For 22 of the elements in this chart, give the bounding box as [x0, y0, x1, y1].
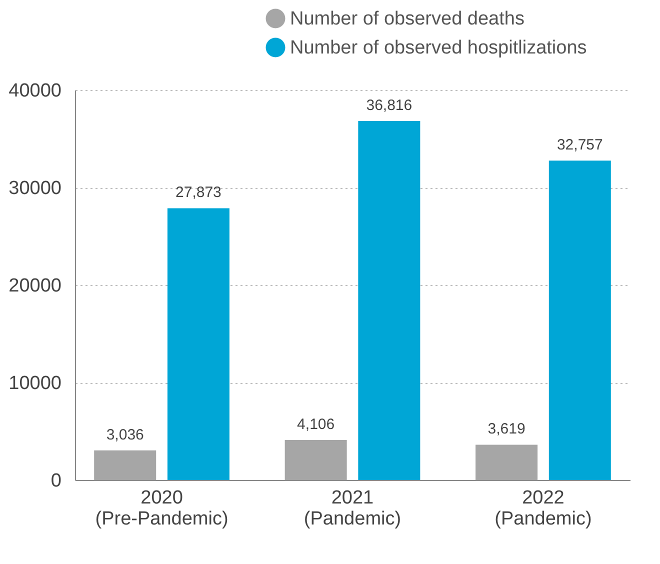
y-tick-label: 40000: [8, 80, 62, 102]
data-label: 3,036: [106, 426, 144, 444]
x-tick-label: 2022 (Pandemic): [494, 488, 592, 530]
legend-label: Number of observed deaths: [290, 8, 524, 30]
bar: [548, 160, 611, 480]
y-tick-label: 30000: [8, 178, 62, 199]
y-tick-label: 0: [50, 470, 62, 492]
data-label: 32,757: [556, 136, 603, 154]
data-label: 27,873: [176, 184, 222, 202]
x-tick-label: 2021 (Pandemic): [304, 488, 402, 530]
bar: [167, 208, 230, 480]
bar: [284, 440, 347, 480]
data-label: 4,106: [297, 416, 335, 433]
x-tick-label: 2020 (Pre-Pandemic): [95, 488, 228, 530]
legend-label: Number of observed hospitlizations: [290, 38, 587, 58]
bar: [94, 450, 156, 480]
y-tick-label: 20000: [8, 276, 62, 296]
y-tick-label: 10000: [8, 373, 62, 394]
bar: [358, 121, 420, 480]
data-label: 3,619: [488, 420, 526, 438]
data-label: 36,816: [366, 97, 412, 114]
bar: [476, 444, 538, 480]
